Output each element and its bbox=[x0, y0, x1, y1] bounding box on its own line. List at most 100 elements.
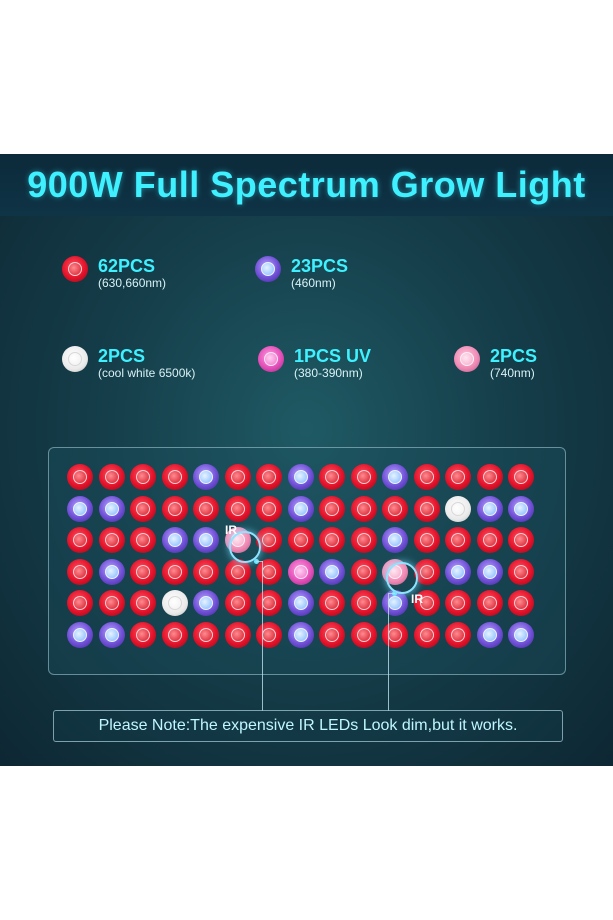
blue-led-icon bbox=[287, 590, 314, 616]
red-led-icon bbox=[350, 527, 377, 553]
blue-led-icon bbox=[161, 527, 188, 553]
red-led-icon bbox=[382, 621, 408, 648]
white-led-icon bbox=[62, 346, 88, 372]
ir-label: IR bbox=[225, 523, 237, 537]
red-led-icon bbox=[67, 558, 93, 585]
red-led-icon bbox=[413, 464, 440, 490]
red-led-icon bbox=[508, 558, 534, 585]
white-led-icon bbox=[161, 590, 188, 616]
red-led-icon bbox=[413, 558, 440, 585]
red-led-icon bbox=[161, 621, 188, 648]
red-led-icon bbox=[130, 495, 156, 522]
red-led-icon bbox=[224, 621, 251, 648]
red-led-icon bbox=[130, 621, 156, 648]
red-led-icon bbox=[161, 495, 188, 522]
legend-count: 2PCS bbox=[98, 346, 146, 366]
ir-led-icon bbox=[454, 346, 480, 372]
ir-leader-line bbox=[388, 593, 395, 594]
red-led-icon bbox=[67, 464, 93, 490]
red-led-icon bbox=[256, 558, 282, 585]
blue-led-icon bbox=[255, 256, 281, 282]
white-led-icon bbox=[445, 495, 471, 522]
uv-led-icon bbox=[258, 346, 284, 372]
blue-led-icon bbox=[508, 621, 534, 648]
legend-wavelength: (630,660nm) bbox=[98, 276, 167, 290]
red-led-icon bbox=[193, 558, 219, 585]
red-led-icon bbox=[319, 527, 345, 553]
legend-count: 2PCS bbox=[490, 346, 538, 366]
red-led-icon bbox=[161, 558, 188, 585]
blue-led-icon bbox=[476, 495, 503, 522]
red-led-icon bbox=[224, 590, 251, 616]
red-led-icon bbox=[350, 558, 377, 585]
red-led-icon bbox=[319, 621, 345, 648]
blue-led-icon bbox=[287, 621, 314, 648]
legend-count: 23PCS bbox=[291, 256, 349, 276]
legend-count: 62PCS bbox=[98, 256, 156, 276]
red-led-icon bbox=[413, 590, 440, 616]
red-led-icon bbox=[161, 464, 188, 490]
led-board bbox=[48, 447, 566, 675]
red-led-icon bbox=[476, 464, 503, 490]
red-led-icon bbox=[508, 590, 534, 616]
red-led-icon bbox=[382, 495, 408, 522]
blue-led-icon bbox=[476, 621, 503, 648]
red-led-icon bbox=[508, 464, 534, 490]
red-led-icon bbox=[287, 527, 314, 553]
red-led-icon bbox=[193, 495, 219, 522]
legend-item-blue: 23PCS (460nm) bbox=[255, 256, 348, 290]
legend-item-uv: 1PCS UV (380-390nm) bbox=[258, 346, 371, 380]
legend-wavelength: (460nm) bbox=[291, 276, 336, 290]
blue-led-icon bbox=[98, 558, 125, 585]
red-led-icon bbox=[130, 464, 156, 490]
red-led-icon bbox=[130, 527, 156, 553]
red-led-icon bbox=[350, 590, 377, 616]
red-led-icon bbox=[350, 464, 377, 490]
red-led-icon bbox=[508, 527, 534, 553]
ir-leader-line bbox=[262, 561, 263, 711]
red-led-icon bbox=[476, 527, 503, 553]
ir-highlight-ring bbox=[386, 562, 418, 594]
red-led-icon bbox=[413, 621, 440, 648]
blue-led-icon bbox=[67, 495, 93, 522]
red-led-icon bbox=[130, 590, 156, 616]
red-led-icon bbox=[193, 621, 219, 648]
legend-item-ir: 2PCS (740nm) bbox=[454, 346, 537, 380]
red-led-icon bbox=[67, 590, 93, 616]
blue-led-icon bbox=[382, 464, 408, 490]
legend-wavelength: (380-390nm) bbox=[294, 366, 363, 380]
blue-led-icon bbox=[445, 558, 471, 585]
blue-led-icon bbox=[476, 558, 503, 585]
note-banner: Please Note:The expensive IR LEDs Look d… bbox=[53, 710, 563, 742]
red-led-icon bbox=[319, 495, 345, 522]
red-led-icon bbox=[224, 495, 251, 522]
legend-item-white: 2PCS (cool white 6500k) bbox=[62, 346, 195, 380]
blue-led-icon bbox=[382, 527, 408, 553]
red-led-icon bbox=[413, 495, 440, 522]
blue-led-icon bbox=[67, 621, 93, 648]
ir-highlight-ring bbox=[229, 531, 261, 563]
red-led-icon bbox=[130, 558, 156, 585]
red-led-icon bbox=[476, 590, 503, 616]
uv-led-icon bbox=[287, 558, 314, 585]
blue-led-icon bbox=[193, 590, 219, 616]
ir-leader-line bbox=[256, 561, 263, 562]
red-led-icon bbox=[256, 621, 282, 648]
red-led-icon bbox=[445, 590, 471, 616]
red-led-icon bbox=[67, 527, 93, 553]
blue-led-icon bbox=[508, 495, 534, 522]
legend-wavelength: (740nm) bbox=[490, 366, 535, 380]
blue-led-icon bbox=[193, 464, 219, 490]
red-led-icon bbox=[350, 495, 377, 522]
page-title: 900W Full Spectrum Grow Light bbox=[27, 164, 586, 205]
red-led-icon bbox=[256, 464, 282, 490]
red-led-icon bbox=[445, 527, 471, 553]
red-led-icon bbox=[224, 558, 251, 585]
blue-led-icon bbox=[98, 621, 125, 648]
blue-led-icon bbox=[193, 527, 219, 553]
blue-led-icon bbox=[287, 495, 314, 522]
ir-leader-line bbox=[388, 594, 389, 711]
blue-led-icon bbox=[287, 464, 314, 490]
title-bar: 900W Full Spectrum Grow Light bbox=[0, 154, 613, 216]
ir-label: IR bbox=[411, 592, 423, 606]
